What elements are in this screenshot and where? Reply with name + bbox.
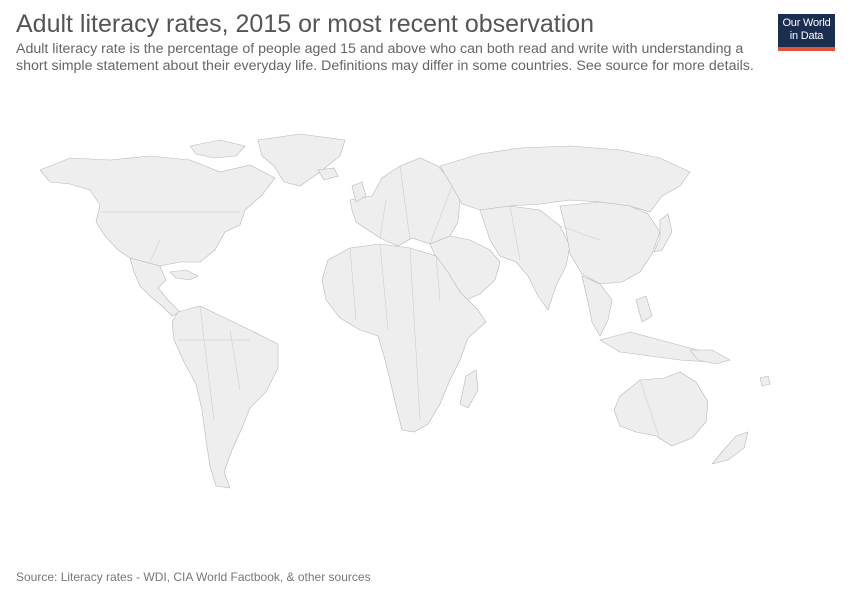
region-philippines[interactable] xyxy=(635,295,653,323)
region-caribbean[interactable] xyxy=(169,269,199,281)
region-iceland[interactable] xyxy=(317,167,339,181)
region-new-zealand[interactable] xyxy=(711,431,749,465)
logo-line-2: in Data xyxy=(789,30,824,42)
region-southeast-asia[interactable] xyxy=(581,275,613,337)
region-australia[interactable] xyxy=(613,371,709,447)
logo-accent-bar xyxy=(778,47,835,51)
region-africa[interactable] xyxy=(321,243,487,433)
region-east-asia[interactable] xyxy=(559,201,661,285)
region-madagascar[interactable] xyxy=(459,369,479,409)
region-arctic-islands[interactable] xyxy=(189,139,246,159)
world-map-svg xyxy=(39,133,771,489)
owid-logo[interactable]: Our World in Data xyxy=(778,14,835,51)
page-subtitle: Adult literacy rate is the percentage of… xyxy=(16,41,754,74)
region-new-guinea[interactable] xyxy=(689,349,731,365)
world-map[interactable] xyxy=(0,120,850,520)
region-pacific-islands[interactable] xyxy=(759,375,771,387)
region-british-isles[interactable] xyxy=(351,181,367,203)
region-japan[interactable] xyxy=(653,213,673,253)
region-north-asia[interactable] xyxy=(439,145,691,213)
source-note: Source: Literacy rates - WDI, CIA World … xyxy=(16,570,371,584)
region-greenland[interactable] xyxy=(257,133,346,187)
region-south-america[interactable] xyxy=(171,305,279,489)
region-south-asia[interactable] xyxy=(479,205,571,311)
logo-line-1: Our World xyxy=(782,17,831,29)
region-central-america[interactable] xyxy=(129,257,181,317)
page-title: Adult literacy rates, 2015 or most recen… xyxy=(16,10,595,38)
country-borders xyxy=(100,165,661,441)
region-north-america[interactable] xyxy=(39,155,276,267)
